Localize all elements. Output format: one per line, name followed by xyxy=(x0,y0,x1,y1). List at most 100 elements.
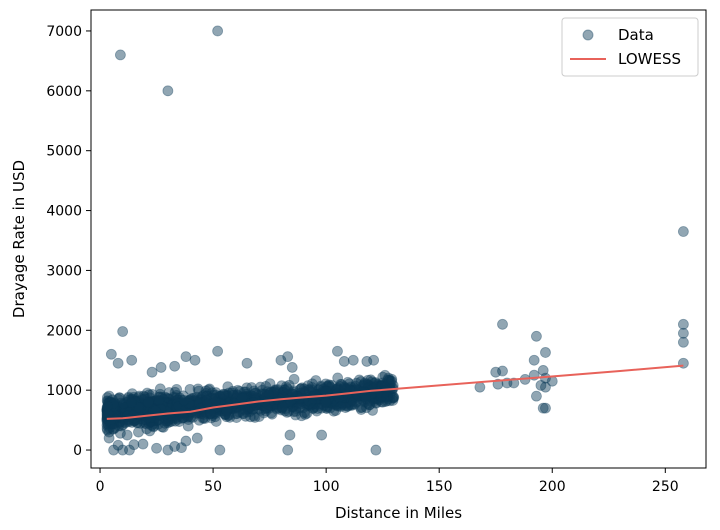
data-point xyxy=(191,432,203,444)
data-point xyxy=(142,406,154,418)
data-point xyxy=(366,376,378,388)
data-point xyxy=(223,409,235,421)
data-point xyxy=(109,409,121,421)
data-point xyxy=(219,408,231,420)
data-point xyxy=(134,417,146,429)
data-point xyxy=(143,397,155,409)
data-point xyxy=(241,382,253,394)
data-point xyxy=(256,388,267,400)
data-point xyxy=(195,398,207,409)
data-point xyxy=(138,403,150,415)
data-point xyxy=(219,408,231,420)
data-point xyxy=(370,377,382,388)
data-point xyxy=(291,400,303,412)
data-point xyxy=(212,345,224,357)
data-point xyxy=(105,414,117,426)
data-point xyxy=(316,429,328,441)
data-point xyxy=(155,398,166,410)
data-point xyxy=(175,401,186,412)
data-point xyxy=(182,397,193,409)
data-point xyxy=(281,406,293,418)
data-point xyxy=(130,395,141,407)
data-point xyxy=(116,420,127,432)
plot-frame xyxy=(90,9,707,469)
data-point xyxy=(102,398,114,410)
data-point xyxy=(112,393,124,405)
data-point xyxy=(306,398,318,410)
data-point xyxy=(264,378,276,390)
data-point xyxy=(241,357,253,369)
data-point xyxy=(324,381,336,393)
data-point xyxy=(228,389,240,401)
data-point xyxy=(112,400,124,411)
data-point xyxy=(348,396,360,407)
data-point xyxy=(110,406,122,418)
data-point xyxy=(303,399,315,411)
data-point xyxy=(109,401,121,413)
data-point xyxy=(310,398,321,410)
data-point xyxy=(147,395,159,407)
data-point xyxy=(386,375,398,387)
data-point xyxy=(540,347,551,358)
data-point xyxy=(169,396,181,408)
x-tick-label: 250 xyxy=(652,479,679,495)
data-point xyxy=(353,374,365,386)
data-point xyxy=(236,391,248,403)
x-tick-label: 0 xyxy=(96,479,105,495)
data-point xyxy=(167,391,179,403)
data-point xyxy=(211,397,223,409)
data-point xyxy=(377,371,389,383)
y-tick-label: 4000 xyxy=(46,204,82,220)
data-point xyxy=(173,397,185,409)
data-point xyxy=(248,385,260,397)
data-point xyxy=(123,394,135,406)
data-point xyxy=(311,405,323,417)
data-point xyxy=(306,378,318,390)
data-point xyxy=(231,392,242,404)
data-point xyxy=(124,444,135,456)
data-point xyxy=(190,396,202,407)
y-tick-label: 7000 xyxy=(46,24,82,40)
data-point xyxy=(101,404,113,416)
data-point xyxy=(187,412,199,423)
data-point xyxy=(131,399,142,411)
data-point xyxy=(159,396,171,408)
data-point xyxy=(114,404,126,416)
data-point xyxy=(212,25,224,37)
data-point xyxy=(273,402,285,414)
data-point xyxy=(326,397,338,409)
data-point xyxy=(248,410,260,422)
data-point xyxy=(138,390,149,402)
data-point xyxy=(144,396,156,408)
data-point xyxy=(133,391,144,403)
data-point xyxy=(150,415,162,427)
data-point xyxy=(101,407,113,419)
data-point xyxy=(199,396,210,408)
data-point xyxy=(535,379,547,391)
data-point xyxy=(302,380,314,392)
data-point xyxy=(131,417,143,429)
data-point xyxy=(149,395,161,407)
data-point xyxy=(271,403,283,415)
data-point xyxy=(240,390,252,402)
data-point xyxy=(320,402,332,414)
data-point xyxy=(227,385,239,397)
data-point xyxy=(119,405,131,416)
data-point xyxy=(137,394,148,406)
data-point xyxy=(197,413,209,424)
data-point xyxy=(146,388,158,400)
data-point xyxy=(220,409,231,421)
data-point xyxy=(170,394,182,406)
data-point xyxy=(109,409,121,421)
data-point xyxy=(174,397,186,409)
data-point xyxy=(260,402,272,414)
data-point xyxy=(313,384,325,395)
data-point xyxy=(265,407,277,419)
data-point xyxy=(305,400,316,412)
data-point xyxy=(106,398,118,410)
data-point xyxy=(335,397,347,409)
data-point xyxy=(330,396,342,407)
data-point xyxy=(146,366,158,378)
data-point xyxy=(101,395,113,407)
data-point xyxy=(332,345,343,357)
